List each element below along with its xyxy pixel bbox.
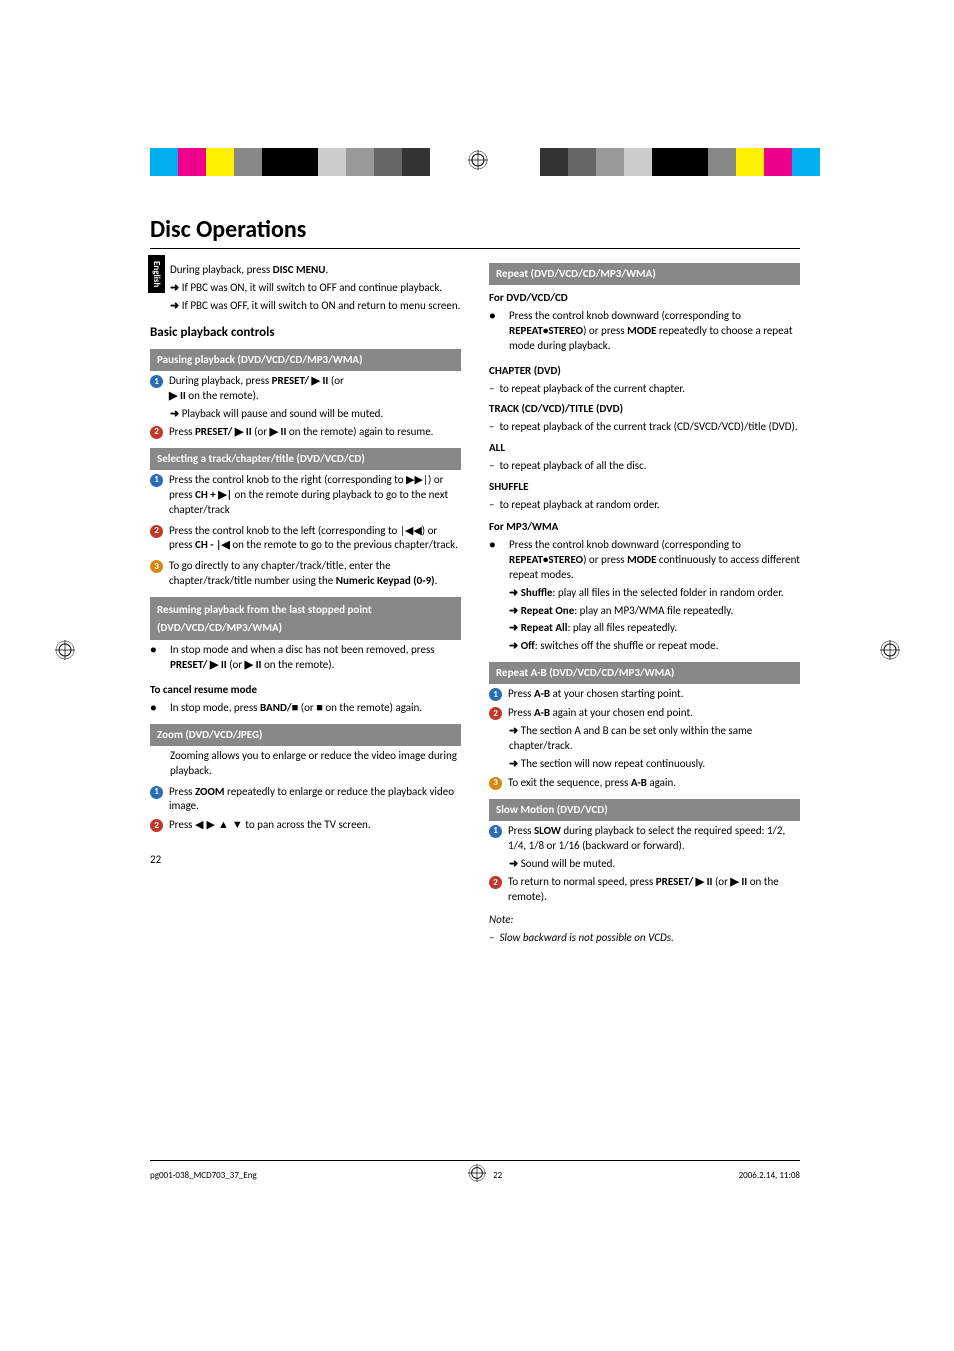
footer-date: 2006.2.14, 11:08: [739, 1170, 800, 1181]
registration-mark-left: [55, 640, 75, 660]
note-block: Note: – Slow backward is not possible on…: [489, 913, 800, 946]
footer-page: 22: [493, 1170, 502, 1181]
two-columns: ● During playback, press DISC MENU. ➜ If…: [150, 263, 800, 949]
disc-menu-item: ● During playback, press DISC MENU.: [150, 263, 461, 278]
registration-mark-right: [880, 640, 900, 660]
content-area: English Disc Operations ● During playbac…: [150, 215, 800, 949]
color-bar-right: [540, 148, 820, 176]
language-tab: English: [148, 255, 165, 293]
footer: pg001-038_MCD703_37_Eng 22 2006.2.14, 11…: [150, 1170, 800, 1181]
left-column: ● During playback, press DISC MENU. ➜ If…: [150, 263, 461, 949]
basic-playback-heading: Basic playback controls: [150, 324, 461, 342]
repeat-ab-band: Repeat A-B (DVD/VCD/CD/MP3/WMA): [489, 662, 800, 684]
right-column: Repeat (DVD/VCD/CD/MP3/WMA) For DVD/VCD/…: [489, 263, 800, 949]
manual-page: English Disc Operations ● During playbac…: [0, 0, 954, 1351]
registration-mark-top: [468, 150, 488, 170]
selecting-band: Selecting a track/chapter/title (DVD/VCD…: [150, 448, 461, 470]
page-title: Disc Operations: [150, 215, 800, 244]
color-bar-left: [150, 148, 430, 176]
footer-file: pg001-038_MCD703_37_Eng: [150, 1170, 257, 1181]
footer-rule: [150, 1160, 800, 1161]
repeat-band: Repeat (DVD/VCD/CD/MP3/WMA): [489, 263, 800, 285]
title-rule: [150, 248, 800, 249]
pausing-band: Pausing playback (DVD/VCD/CD/MP3/WMA): [150, 349, 461, 371]
zoom-band: Zoom (DVD/VCD/JPEG): [150, 724, 461, 746]
cancel-resume-heading: To cancel resume mode: [150, 683, 461, 698]
page-number: 22: [150, 853, 461, 868]
slow-motion-band: Slow Motion (DVD/VCD): [489, 799, 800, 821]
resuming-band: Resuming playback from the last stopped …: [150, 597, 461, 640]
